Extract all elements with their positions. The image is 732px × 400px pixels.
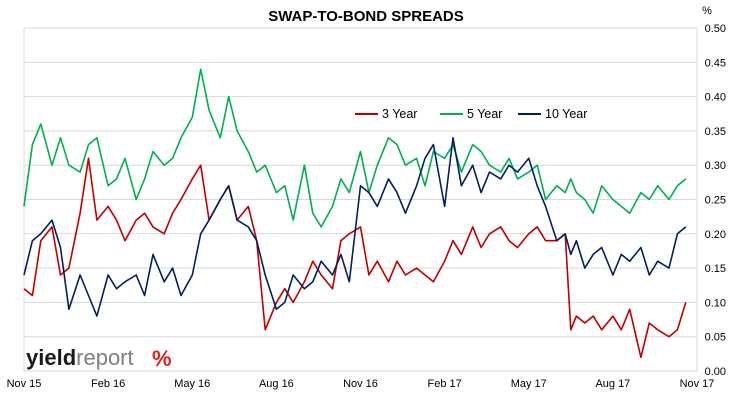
x-tick-label: Feb 16 <box>91 378 125 390</box>
y-tick-label: 0.10 <box>705 297 726 309</box>
y-tick-label: 0.20 <box>705 229 726 241</box>
y-tick-label: 0.00 <box>705 366 726 378</box>
y-tick-label: 0.45 <box>705 57 726 69</box>
x-tick-label: Feb 17 <box>428 378 462 390</box>
legend-label: 5 Year <box>467 107 502 121</box>
yieldreport-logo: yieldreport % <box>26 345 172 371</box>
logo-word-report: report <box>76 345 133 370</box>
y-tick-label: 0.25 <box>705 195 726 207</box>
y-tick-label: 0.35 <box>705 126 726 138</box>
legend: 3 Year 5 Year 10 Year <box>355 107 587 121</box>
x-tick-label: May 17 <box>511 378 547 390</box>
x-tick-label: Nov 17 <box>680 378 715 390</box>
x-tick-label: Aug 16 <box>259 378 294 390</box>
x-tick-label: May 16 <box>174 378 210 390</box>
y-tick-label: 0.40 <box>705 92 726 104</box>
x-tick-label: Nov 16 <box>343 378 378 390</box>
y-axis-unit-label: % <box>702 5 712 17</box>
logo-percent-mark: % <box>152 346 172 371</box>
x-axis-ticks: Nov 15 Feb 16 May 16 Aug 16 Nov 16 Feb 17 May … <box>7 378 715 390</box>
series-lines <box>23 68 687 359</box>
legend-label: 10 Year <box>545 107 587 121</box>
x-tick-label: Aug 17 <box>595 378 630 390</box>
chart-title: SWAP-TO-BOND SPREADS <box>268 8 464 25</box>
legend-label: 3 Year <box>382 107 417 121</box>
series-line-10-year <box>23 137 687 317</box>
y-tick-label: 0.05 <box>705 332 726 344</box>
y-axis-ticks: 0.00 0.05 0.10 0.15 0.20 0.25 0.30 0.35 0.40 0.45… <box>705 23 726 378</box>
y-tick-label: 0.50 <box>705 23 726 35</box>
x-tick-label: Nov 15 <box>7 378 42 390</box>
y-tick-label: 0.30 <box>705 160 726 172</box>
logo-word-yield: yield <box>26 345 76 370</box>
svg-text:yieldreport: yieldreport <box>26 345 134 370</box>
series-line-3-year <box>23 157 687 359</box>
series-line-5-year <box>23 68 687 228</box>
y-tick-label: 0.15 <box>705 263 726 275</box>
